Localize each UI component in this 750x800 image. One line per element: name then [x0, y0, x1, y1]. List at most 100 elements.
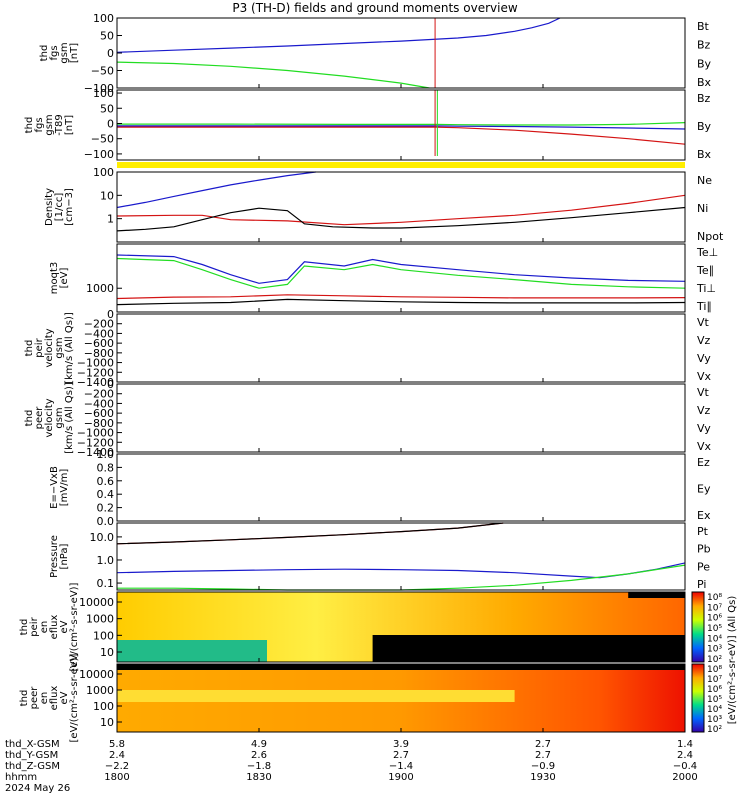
x-axis-tick-value: 4.9	[251, 739, 267, 750]
y-tick-label: −800	[84, 417, 114, 430]
colorbar-tick-label: 10⁵	[707, 624, 722, 634]
y-tick-label: 10	[100, 189, 114, 202]
series-Ni-line	[116, 206, 686, 232]
y-axis-label-line: [km/s (All Qs)]	[64, 312, 75, 384]
y-tick-label: 100	[93, 12, 114, 25]
y-tick-label: 0.8	[97, 461, 115, 474]
colorbar-tick-label: 10²	[707, 655, 722, 665]
spectrogram-dark-region	[372, 635, 685, 662]
spectrogram-low-energy-band	[117, 640, 267, 662]
colorbar-1	[691, 591, 705, 663]
panel-8: 10.0 1.0 0.1 Pressure [nPa] Pt Pb Pe Pi	[49, 522, 711, 591]
panel-4: 1000 moqt3 [eV] Te⊥ Te∥ Ti⊥ Ti∥	[49, 243, 718, 313]
colorbar-tick-label: 10⁴	[707, 634, 722, 644]
y-tick-label: 1.0	[97, 554, 115, 567]
y-axis-label-line: -T89	[54, 114, 65, 136]
y-tick-label: −400	[84, 327, 114, 340]
x-axis-tick-value: 1.4	[677, 739, 693, 750]
y-axis-label-line: peer	[34, 406, 45, 430]
colorbar-tick-label: 10⁵	[707, 695, 722, 705]
panel-frame	[116, 522, 686, 591]
legend-entry-Npot: Npot	[697, 230, 724, 243]
y-axis-label-line: [cm−3]	[64, 188, 75, 226]
series-Ti⊥-line	[116, 254, 686, 284]
spectrogram-top-dark	[628, 592, 685, 598]
y-axis-label-line: eflux	[49, 615, 60, 640]
x-axis-tick-value: 3.9	[393, 739, 409, 750]
colorbar-tick-label: 10³	[707, 715, 722, 725]
y-axis-label-line: en	[39, 692, 50, 705]
y-tick-label: 50	[100, 102, 114, 115]
legend-entry-Bt: Bt	[697, 20, 710, 33]
y-axis-label-line: eflux	[49, 686, 60, 711]
colorbar-tick-label: 10⁶	[707, 614, 722, 624]
y-tick-label: 10	[100, 646, 114, 659]
series-Bz-line	[117, 126, 686, 145]
x-axis-tick-value: 2.4	[109, 750, 125, 761]
legend-entry-Ne: Ne	[697, 174, 712, 187]
y-axis-label-line: gsm	[44, 114, 55, 135]
legend-entry-By: By	[697, 120, 712, 133]
y-axis-label-line: [1/cc]	[54, 193, 65, 222]
x-axis-row-label: thd_X-GSM	[5, 739, 60, 750]
legend-entry-Te⊥: Te⊥	[696, 246, 718, 259]
legend-entry-Ez: Ez	[697, 456, 710, 469]
status-bar	[117, 162, 685, 168]
legend-entry-Bx: Bx	[697, 148, 712, 161]
y-axis-label-line: peir	[29, 616, 40, 636]
y-axis-label-line: thd	[24, 410, 35, 427]
legend-entry-Pi: Pi	[697, 578, 706, 591]
colorbar-tick-label: 10⁴	[707, 705, 722, 715]
y-axis-label-line: thd	[19, 690, 30, 707]
y-axis-label-line: eV	[59, 691, 70, 704]
series-Ti∥-line	[116, 257, 686, 289]
panel-1: 100 50 0 −50 −100 thd fgs gsm [nT] Bt Bz By Bx	[39, 12, 712, 95]
y-tick-label: −1000	[77, 427, 114, 440]
y-tick-label: −1200	[77, 436, 114, 449]
x-axis-tick-value: 5.8	[109, 739, 125, 750]
y-tick-label: −200	[84, 318, 114, 331]
colorbar-tick-label: 10⁷	[707, 675, 722, 685]
y-tick-label: 10.0	[90, 531, 115, 544]
y-axis-label-line: [eV/(cm²-s-sr-eV)]	[69, 582, 80, 671]
y-axis-label-line: [eV/(cm²-s-sr-eV)]	[69, 653, 80, 742]
y-axis-label-line: fgs	[34, 117, 45, 132]
spectrogram-top-dark	[117, 664, 685, 670]
y-axis-label-line: fgs	[49, 45, 60, 60]
y-tick-label: 10000	[79, 668, 114, 681]
x-axis-tick-value: −0.9	[531, 761, 555, 772]
colorbar-tick-label: 10³	[707, 645, 722, 655]
legend-entry-Pe: Pe	[697, 560, 710, 573]
y-tick-label: 1	[107, 213, 114, 226]
colorbar-tick-label: 10⁸	[707, 593, 722, 603]
colorbar-tick-label: 10⁸	[707, 665, 722, 675]
y-tick-label: −1400	[77, 446, 114, 459]
series-Pb-line	[116, 522, 504, 545]
series-By-line	[117, 122, 686, 126]
series-By-line	[116, 61, 430, 89]
panel-10: 10000 1000 100 10 thd peer en eflux eV [eV/(cm²-s…	[19, 653, 686, 742]
y-tick-label: −600	[84, 407, 114, 420]
legend-entry-Bz: Bz	[697, 92, 711, 105]
panel-2: 100 50 0 −50 −100 thd fgs gsm -T89 [nT] Bz By Bx	[24, 87, 712, 161]
colorbar-label: [eV/(cm²-s-sr-eV)] (All Qs)	[727, 596, 738, 725]
y-tick-label: 100	[93, 629, 114, 642]
y-tick-label: −800	[84, 347, 114, 360]
x-axis-tick-value: −2.2	[105, 761, 129, 772]
x-axis-tick-value: 2.7	[535, 739, 551, 750]
y-tick-label: 0	[107, 117, 114, 130]
y-axis-label-line: gsm	[54, 407, 65, 428]
y-tick-label: 100	[93, 700, 114, 713]
legend-entry-Vt: Vt	[697, 316, 710, 329]
legend-entry-By: By	[697, 57, 712, 70]
x-axis-tick-value: 1800	[104, 772, 129, 783]
colorbar-tick-label: 10²	[707, 725, 722, 735]
x-axis-tick-value: 2.4	[677, 750, 693, 761]
y-axis-label-line: thd	[24, 340, 35, 357]
colorbar-2	[691, 663, 705, 733]
panel-9: 10000 1000 100 10 thd peir en eflux eV [eV/(cm²-s…	[19, 582, 686, 671]
